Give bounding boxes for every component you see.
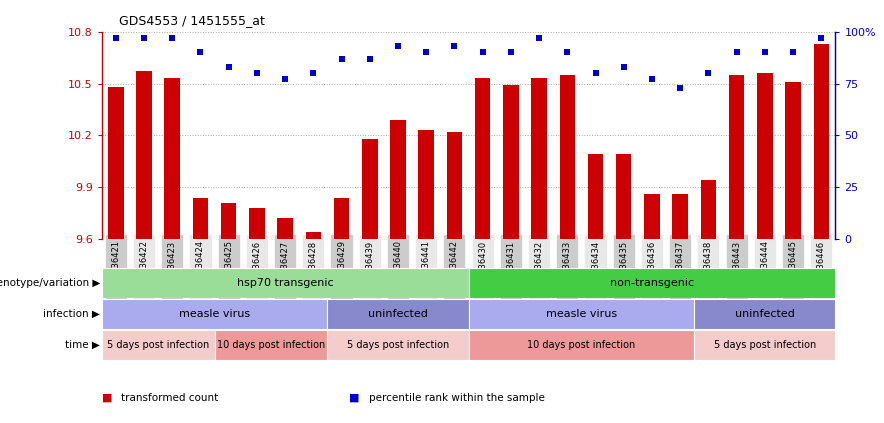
Point xyxy=(560,49,575,56)
Point xyxy=(137,35,151,41)
Bar xyxy=(469,330,694,360)
Bar xyxy=(418,130,434,239)
Point xyxy=(786,49,800,56)
Bar xyxy=(102,268,469,298)
Bar xyxy=(475,78,491,239)
Text: non-transgenic: non-transgenic xyxy=(610,278,694,288)
Bar xyxy=(694,330,835,360)
Bar xyxy=(560,75,575,239)
Text: uninfected: uninfected xyxy=(735,309,795,319)
Text: GDS4553 / 1451555_at: GDS4553 / 1451555_at xyxy=(119,14,265,27)
Point xyxy=(701,70,715,77)
Bar xyxy=(278,218,293,239)
Bar xyxy=(327,330,469,360)
Bar xyxy=(644,194,659,239)
Point xyxy=(476,49,490,56)
Bar xyxy=(616,154,631,239)
Point xyxy=(222,63,236,70)
Bar xyxy=(701,180,716,239)
Bar xyxy=(306,232,321,239)
Point xyxy=(194,49,208,56)
Bar xyxy=(102,330,215,360)
Point xyxy=(814,35,828,41)
Bar xyxy=(813,44,829,239)
Bar xyxy=(673,194,688,239)
Bar xyxy=(327,299,469,329)
Text: ■: ■ xyxy=(349,393,360,403)
Text: time ▶: time ▶ xyxy=(65,340,100,350)
Bar xyxy=(362,139,377,239)
Point xyxy=(447,43,461,49)
Point xyxy=(419,49,433,56)
Point xyxy=(673,84,687,91)
Bar xyxy=(164,78,180,239)
Bar xyxy=(469,299,694,329)
Bar xyxy=(469,268,835,298)
Point xyxy=(617,63,631,70)
Point xyxy=(758,49,772,56)
Point xyxy=(278,76,293,83)
Bar xyxy=(108,87,124,239)
Bar xyxy=(136,71,152,239)
Bar xyxy=(102,299,327,329)
Bar xyxy=(334,198,349,239)
Bar xyxy=(446,132,462,239)
Point xyxy=(589,70,603,77)
Bar xyxy=(757,73,773,239)
Point xyxy=(306,70,320,77)
Point xyxy=(109,35,123,41)
Text: 10 days post infection: 10 days post infection xyxy=(217,340,325,350)
Text: hsp70 transgenic: hsp70 transgenic xyxy=(237,278,333,288)
Bar xyxy=(728,75,744,239)
Text: measle virus: measle virus xyxy=(545,309,617,319)
Text: ■: ■ xyxy=(102,393,112,403)
Bar xyxy=(694,299,835,329)
Point xyxy=(391,43,405,49)
Text: genotype/variation ▶: genotype/variation ▶ xyxy=(0,278,100,288)
Bar xyxy=(215,330,327,360)
Text: 5 days post infection: 5 days post infection xyxy=(107,340,210,350)
Bar xyxy=(193,198,209,239)
Point xyxy=(729,49,743,56)
Text: percentile rank within the sample: percentile rank within the sample xyxy=(369,393,545,403)
Text: 5 days post infection: 5 days post infection xyxy=(713,340,816,350)
Text: uninfected: uninfected xyxy=(368,309,428,319)
Point xyxy=(504,49,518,56)
Point xyxy=(532,35,546,41)
Point xyxy=(334,55,348,62)
Text: 5 days post infection: 5 days post infection xyxy=(347,340,449,350)
Text: transformed count: transformed count xyxy=(121,393,218,403)
Bar xyxy=(785,82,801,239)
Bar xyxy=(249,208,264,239)
Point xyxy=(165,35,179,41)
Text: measle virus: measle virus xyxy=(179,309,250,319)
Point xyxy=(645,76,659,83)
Bar xyxy=(531,78,547,239)
Text: 10 days post infection: 10 days post infection xyxy=(527,340,636,350)
Bar xyxy=(503,85,519,239)
Bar xyxy=(390,120,406,239)
Bar xyxy=(588,154,603,239)
Bar xyxy=(221,203,236,239)
Text: infection ▶: infection ▶ xyxy=(43,309,100,319)
Point xyxy=(250,70,264,77)
Point xyxy=(362,55,377,62)
